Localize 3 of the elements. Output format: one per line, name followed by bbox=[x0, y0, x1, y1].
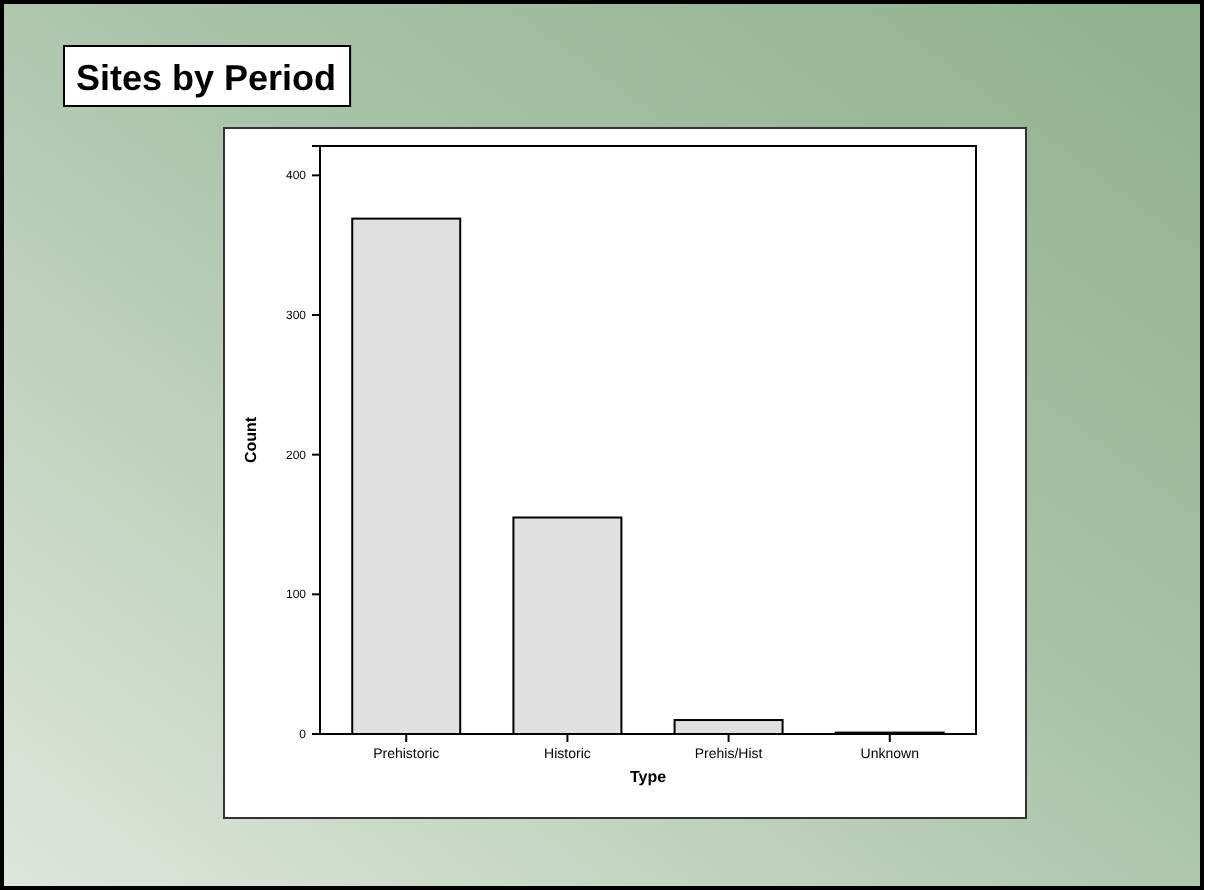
chart-title: Sites by Period bbox=[76, 58, 337, 98]
x-axis-title: Type bbox=[629, 768, 668, 786]
y-axis-title: Count bbox=[242, 416, 260, 464]
